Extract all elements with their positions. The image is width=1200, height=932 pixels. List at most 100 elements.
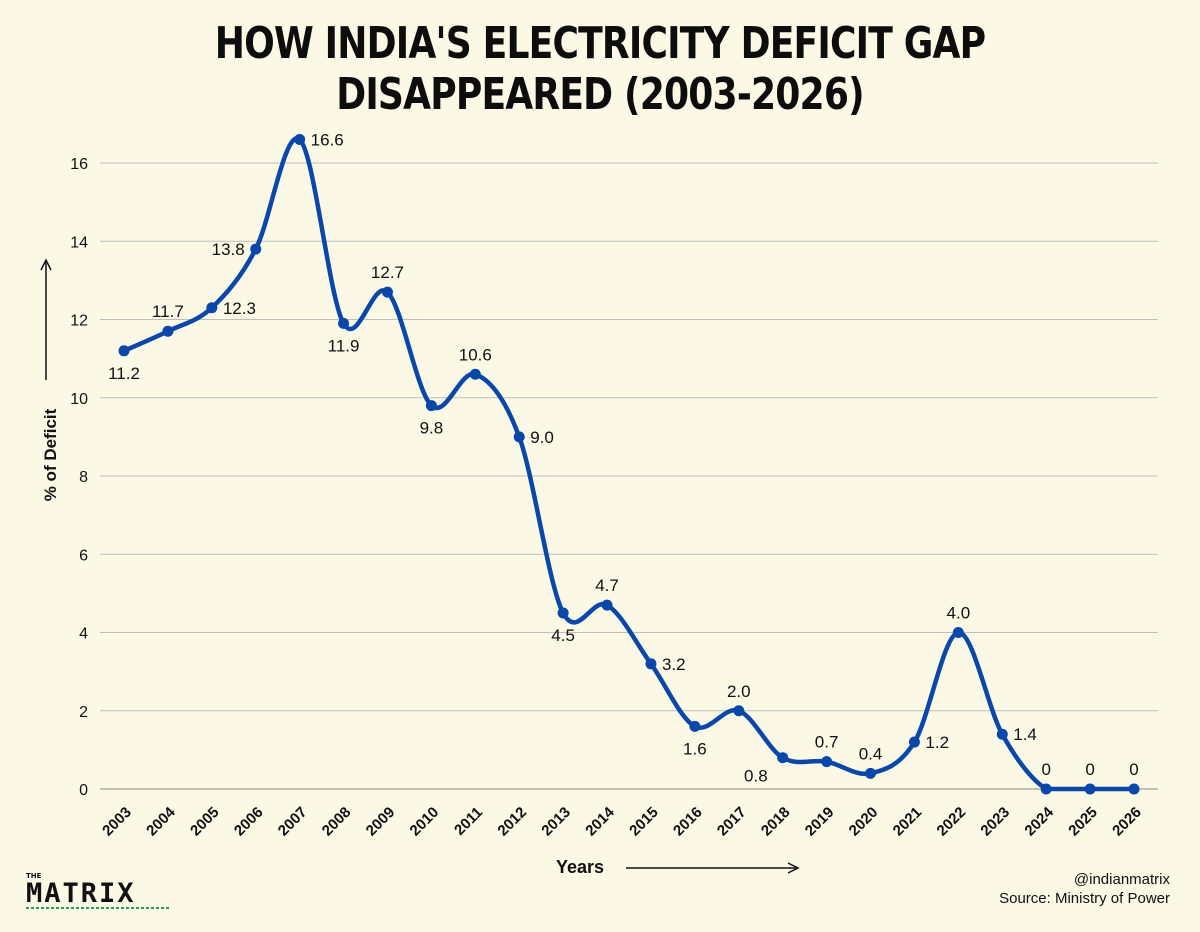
data-label: 0	[1129, 760, 1138, 779]
x-tick-label: 2022	[934, 804, 970, 840]
data-label: 4.0	[947, 604, 971, 623]
data-point	[1084, 783, 1096, 795]
data-label: 11.9	[328, 336, 360, 355]
credits: @indianmatrix Source: Ministry of Power	[999, 870, 1170, 908]
x-tick-label: 2026	[1109, 804, 1145, 840]
data-point	[469, 368, 481, 380]
gridlines	[100, 162, 1158, 790]
x-tick-label: 2020	[846, 804, 882, 840]
data-label: 0.4	[859, 744, 883, 763]
page-title: HOW INDIA'S ELECTRICITY DEFICIT GAP DISA…	[214, 18, 986, 120]
data-point	[777, 752, 789, 764]
y-tick-label: 10	[70, 391, 88, 408]
y-tick-label: 14	[70, 234, 88, 251]
deficit-series-line	[121, 136, 1137, 792]
y-tick-label: 16	[70, 156, 88, 173]
data-point	[821, 756, 833, 768]
x-tick-label: 2014	[582, 803, 618, 839]
data-label: 12.7	[371, 263, 404, 282]
data-label: 2.0	[727, 682, 751, 701]
x-tick-label: 2019	[802, 804, 838, 840]
data-point	[865, 767, 877, 779]
data-label: 16.6	[311, 131, 344, 150]
data-point	[557, 607, 569, 619]
data-point	[206, 302, 218, 314]
data-label: 9.0	[530, 428, 554, 447]
data-label: 0.8	[744, 767, 768, 786]
data-label: 3.2	[662, 655, 686, 674]
data-labels: 11.2 11.7 12.3 13.8 16.6 11.9 12.7 9.8 10.6 9.0 4.…	[108, 131, 1139, 786]
x-tick-labels: 2003 2004 2005 2006 2007 2008 2009 2010 2011 2012…	[99, 803, 1145, 839]
data-point	[338, 317, 350, 329]
brand-logo-small: THE	[26, 872, 42, 880]
x-tick-label: 2004	[143, 803, 179, 839]
data-label: 12.3	[223, 299, 256, 318]
brand-underline	[26, 907, 171, 909]
data-point	[908, 736, 920, 748]
y-tick-label: 6	[79, 547, 88, 564]
brand-logo-text: MATRIX	[26, 878, 136, 909]
data-point	[645, 658, 657, 670]
x-tick-label: 2007	[275, 804, 311, 840]
data-point	[294, 134, 306, 146]
x-tick-label: 2021	[890, 804, 926, 840]
x-tick-label: 2018	[758, 804, 794, 840]
data-point	[689, 720, 701, 732]
data-label: 4.7	[595, 576, 619, 595]
data-label: 0	[1085, 760, 1094, 779]
x-tick-label: 2015	[626, 804, 662, 840]
data-point	[996, 728, 1008, 740]
data-point	[162, 325, 174, 337]
data-label: 1.6	[683, 739, 707, 758]
x-tick-label: 2016	[670, 804, 706, 840]
data-point	[1128, 783, 1140, 795]
data-label: 10.6	[459, 345, 492, 364]
y-axis-arrowhead	[40, 258, 52, 271]
data-point	[118, 345, 130, 357]
data-label: 11.7	[152, 302, 184, 321]
data-point	[381, 286, 393, 298]
data-point	[733, 705, 745, 717]
data-point	[952, 627, 964, 638]
credit-handle: @indianmatrix	[1073, 871, 1170, 888]
data-point	[1040, 783, 1052, 795]
data-label: 11.2	[108, 364, 140, 383]
data-label: 1.2	[925, 733, 949, 752]
data-point	[250, 243, 262, 255]
data-label: 9.8	[420, 419, 444, 438]
x-tick-label: 2012	[494, 804, 530, 840]
y-tick-labels: 0 2 4 6 8 10 12 14 16	[70, 156, 88, 799]
data-point	[425, 400, 437, 412]
x-tick-label: 2009	[363, 804, 399, 840]
x-axis-arrowhead	[787, 862, 800, 874]
data-points	[118, 134, 1140, 795]
x-tick-label: 2003	[99, 804, 135, 840]
y-tick-label: 8	[79, 469, 88, 486]
x-tick-label: 2010	[407, 804, 443, 840]
y-tick-label: 4	[79, 626, 88, 643]
x-axis-title: Years	[556, 857, 604, 877]
x-tick-label: 2011	[451, 804, 486, 839]
x-tick-label: 2013	[538, 804, 574, 840]
data-label: 0	[1041, 760, 1050, 779]
data-label: 13.8	[212, 240, 245, 259]
y-tick-label: 2	[79, 704, 88, 721]
y-tick-label: 12	[70, 313, 88, 330]
y-axis-title: % of Deficit	[41, 408, 60, 501]
x-tick-label: 2006	[231, 804, 267, 840]
data-label: 1.4	[1013, 725, 1037, 744]
data-point	[601, 599, 613, 611]
x-tick-label: 2005	[187, 804, 223, 840]
y-tick-label: 0	[79, 782, 88, 799]
data-label: 0.7	[815, 733, 839, 752]
x-tick-label: 2017	[714, 804, 750, 840]
data-label: 4.5	[551, 626, 575, 645]
x-axis-title-group: Years	[556, 857, 800, 877]
credit-source: Source: Ministry of Power	[999, 890, 1170, 907]
x-tick-label: 2023	[977, 804, 1013, 840]
y-axis-title-group: % of Deficit	[40, 258, 60, 501]
x-tick-label: 2024	[1021, 803, 1057, 839]
x-tick-label: 2008	[319, 804, 355, 840]
brand-logo: THE MATRIX	[26, 872, 186, 912]
